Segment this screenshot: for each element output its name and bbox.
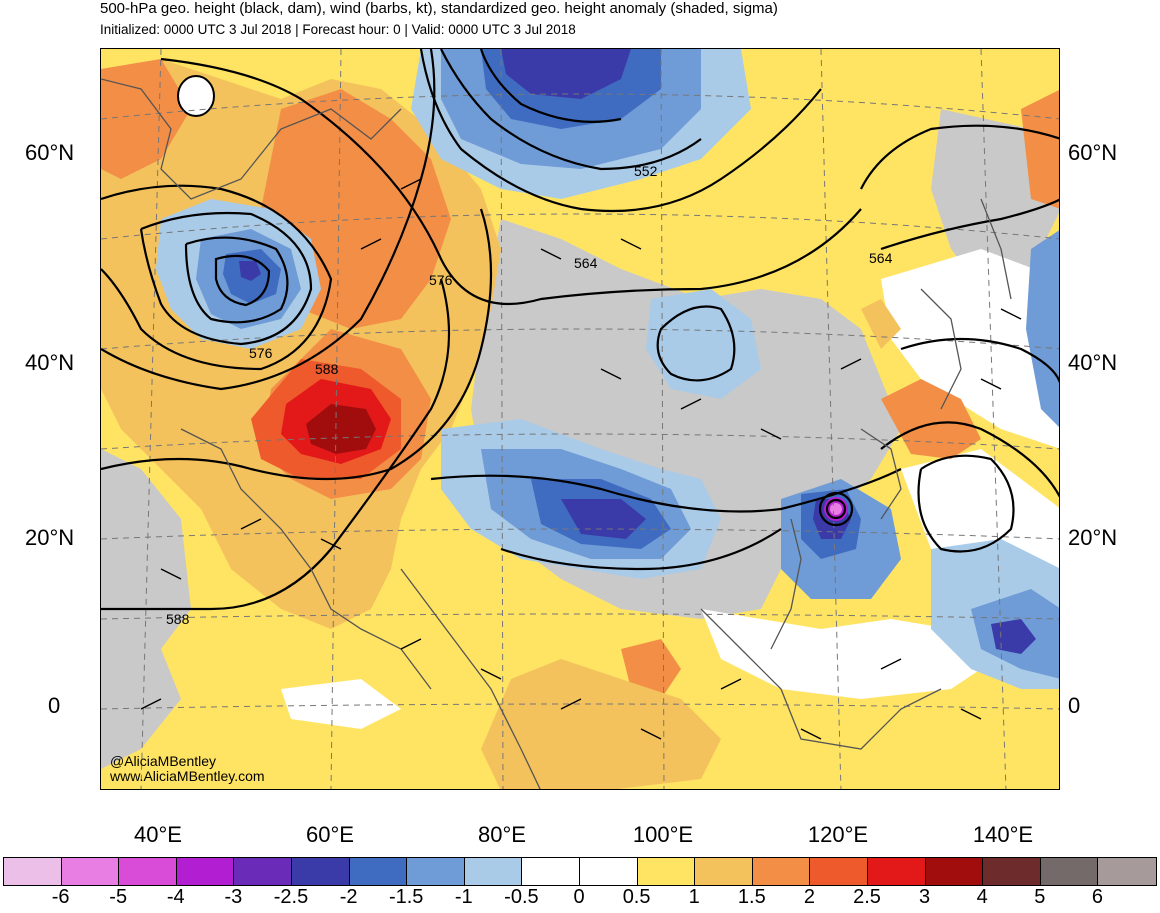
colorbar-swatch — [234, 858, 292, 885]
contour-label-576-south: 576 — [249, 345, 273, 361]
map-subtitle: Initialized: 0000 UTC 3 Jul 2018 | Forec… — [100, 22, 576, 37]
colorbar-tick-label: 0 — [573, 886, 585, 908]
colorbar-tick-label: 1.5 — [737, 886, 766, 908]
lat-label-20n-left: 20°N — [25, 525, 75, 550]
lat-label-eq-left: 0 — [48, 693, 61, 718]
lat-label-20n-right: 20°N — [1068, 525, 1118, 550]
lon-label-60e: 60°E — [306, 822, 354, 847]
colorbar-tick-label: 2.5 — [853, 886, 881, 908]
colorbar-tick-label: -1 — [454, 886, 473, 908]
colorbar-tick-label: 6 — [1091, 886, 1103, 908]
colorbar-swatch — [522, 858, 580, 885]
colorbar-swatch — [291, 858, 350, 885]
lon-label-40e: 40°E — [134, 822, 182, 847]
map-panel: 552 564 564 576 576 588 588 — [100, 48, 1060, 790]
colorbar-tick-label: -2.5 — [273, 886, 309, 908]
colorbar-swatch — [1098, 858, 1156, 885]
contour-label-552: 552 — [634, 163, 658, 179]
contour-label-588-south: 588 — [166, 611, 190, 627]
colorbar-tick-label: -3 — [224, 886, 243, 908]
lon-label-80e: 80°E — [478, 822, 526, 847]
lat-label-40n-right: 40°N — [1068, 350, 1118, 375]
coastlines — [101, 78, 1012, 789]
colorbar-tick-label: 0.5 — [622, 886, 651, 908]
lat-label-60n-right: 60°N — [1068, 140, 1118, 165]
colorbar-tick-label: -4 — [166, 886, 185, 908]
colorbar-tick-label: -6 — [51, 886, 70, 908]
colorbar-swatch — [349, 858, 408, 885]
colorbar-swatch — [61, 858, 120, 885]
colorbar-swatch — [925, 858, 984, 885]
colorbar-tick-label: -0.5 — [504, 886, 539, 908]
lat-label-60n-left: 60°N — [25, 140, 75, 165]
colorbar — [3, 857, 1157, 886]
height-contours — [101, 49, 1059, 611]
colorbar-tick-label: 5 — [1034, 886, 1046, 908]
colorbar-tick-label: -5 — [109, 886, 128, 908]
contour-label-588-north: 588 — [315, 361, 339, 377]
graticule — [101, 49, 1059, 789]
lat-label-40n-left: 40°N — [25, 350, 75, 375]
colorbar-tick-label: 1 — [688, 886, 700, 908]
colorbar-swatch — [637, 858, 696, 885]
colorbar-swatch — [119, 858, 177, 885]
contour-label-564-west: 564 — [574, 255, 598, 271]
colorbar-tick-label: -2 — [339, 886, 358, 908]
anomaly-map: 552 564 564 576 576 588 588 — [101, 49, 1059, 789]
map-title: 500-hPa geo. height (black, dam), wind (… — [100, 0, 778, 17]
contour-label-576-north: 576 — [429, 272, 453, 288]
contour-label-564-east: 564 — [869, 250, 893, 266]
anomaly-shading — [101, 49, 1059, 789]
colorbar-tick-label: -1.5 — [388, 886, 424, 908]
credit-site: www.AliciaMBentley.com — [110, 768, 265, 784]
credit-handle: @AliciaMBentley — [110, 753, 217, 769]
colorbar-swatch — [176, 858, 235, 885]
colorbar-swatch — [695, 858, 753, 885]
colorbar-tick-label: 4 — [976, 886, 988, 908]
colorbar-tick-label: 3 — [919, 886, 931, 908]
colorbar-swatch — [579, 858, 638, 885]
colorbar-swatch — [867, 858, 926, 885]
lat-label-eq-right: 0 — [1068, 693, 1081, 718]
wind-barbs — [140, 178, 1022, 740]
lon-label-140e: 140°E — [972, 822, 1034, 847]
colorbar-swatch — [752, 858, 811, 885]
colorbar-swatch — [464, 858, 523, 885]
colorbar-swatch — [1040, 858, 1099, 885]
colorbar-tick-label: 2 — [803, 886, 815, 908]
colorbar-swatch — [810, 858, 868, 885]
contour-labels: 552 564 564 576 576 588 588 — [166, 163, 893, 627]
colorbar-swatch — [983, 858, 1041, 885]
lon-label-120e: 120°E — [807, 822, 869, 847]
colorbar-swatch — [4, 858, 62, 885]
lon-label-100e: 100°E — [632, 822, 694, 847]
colorbar-swatch — [407, 858, 465, 885]
